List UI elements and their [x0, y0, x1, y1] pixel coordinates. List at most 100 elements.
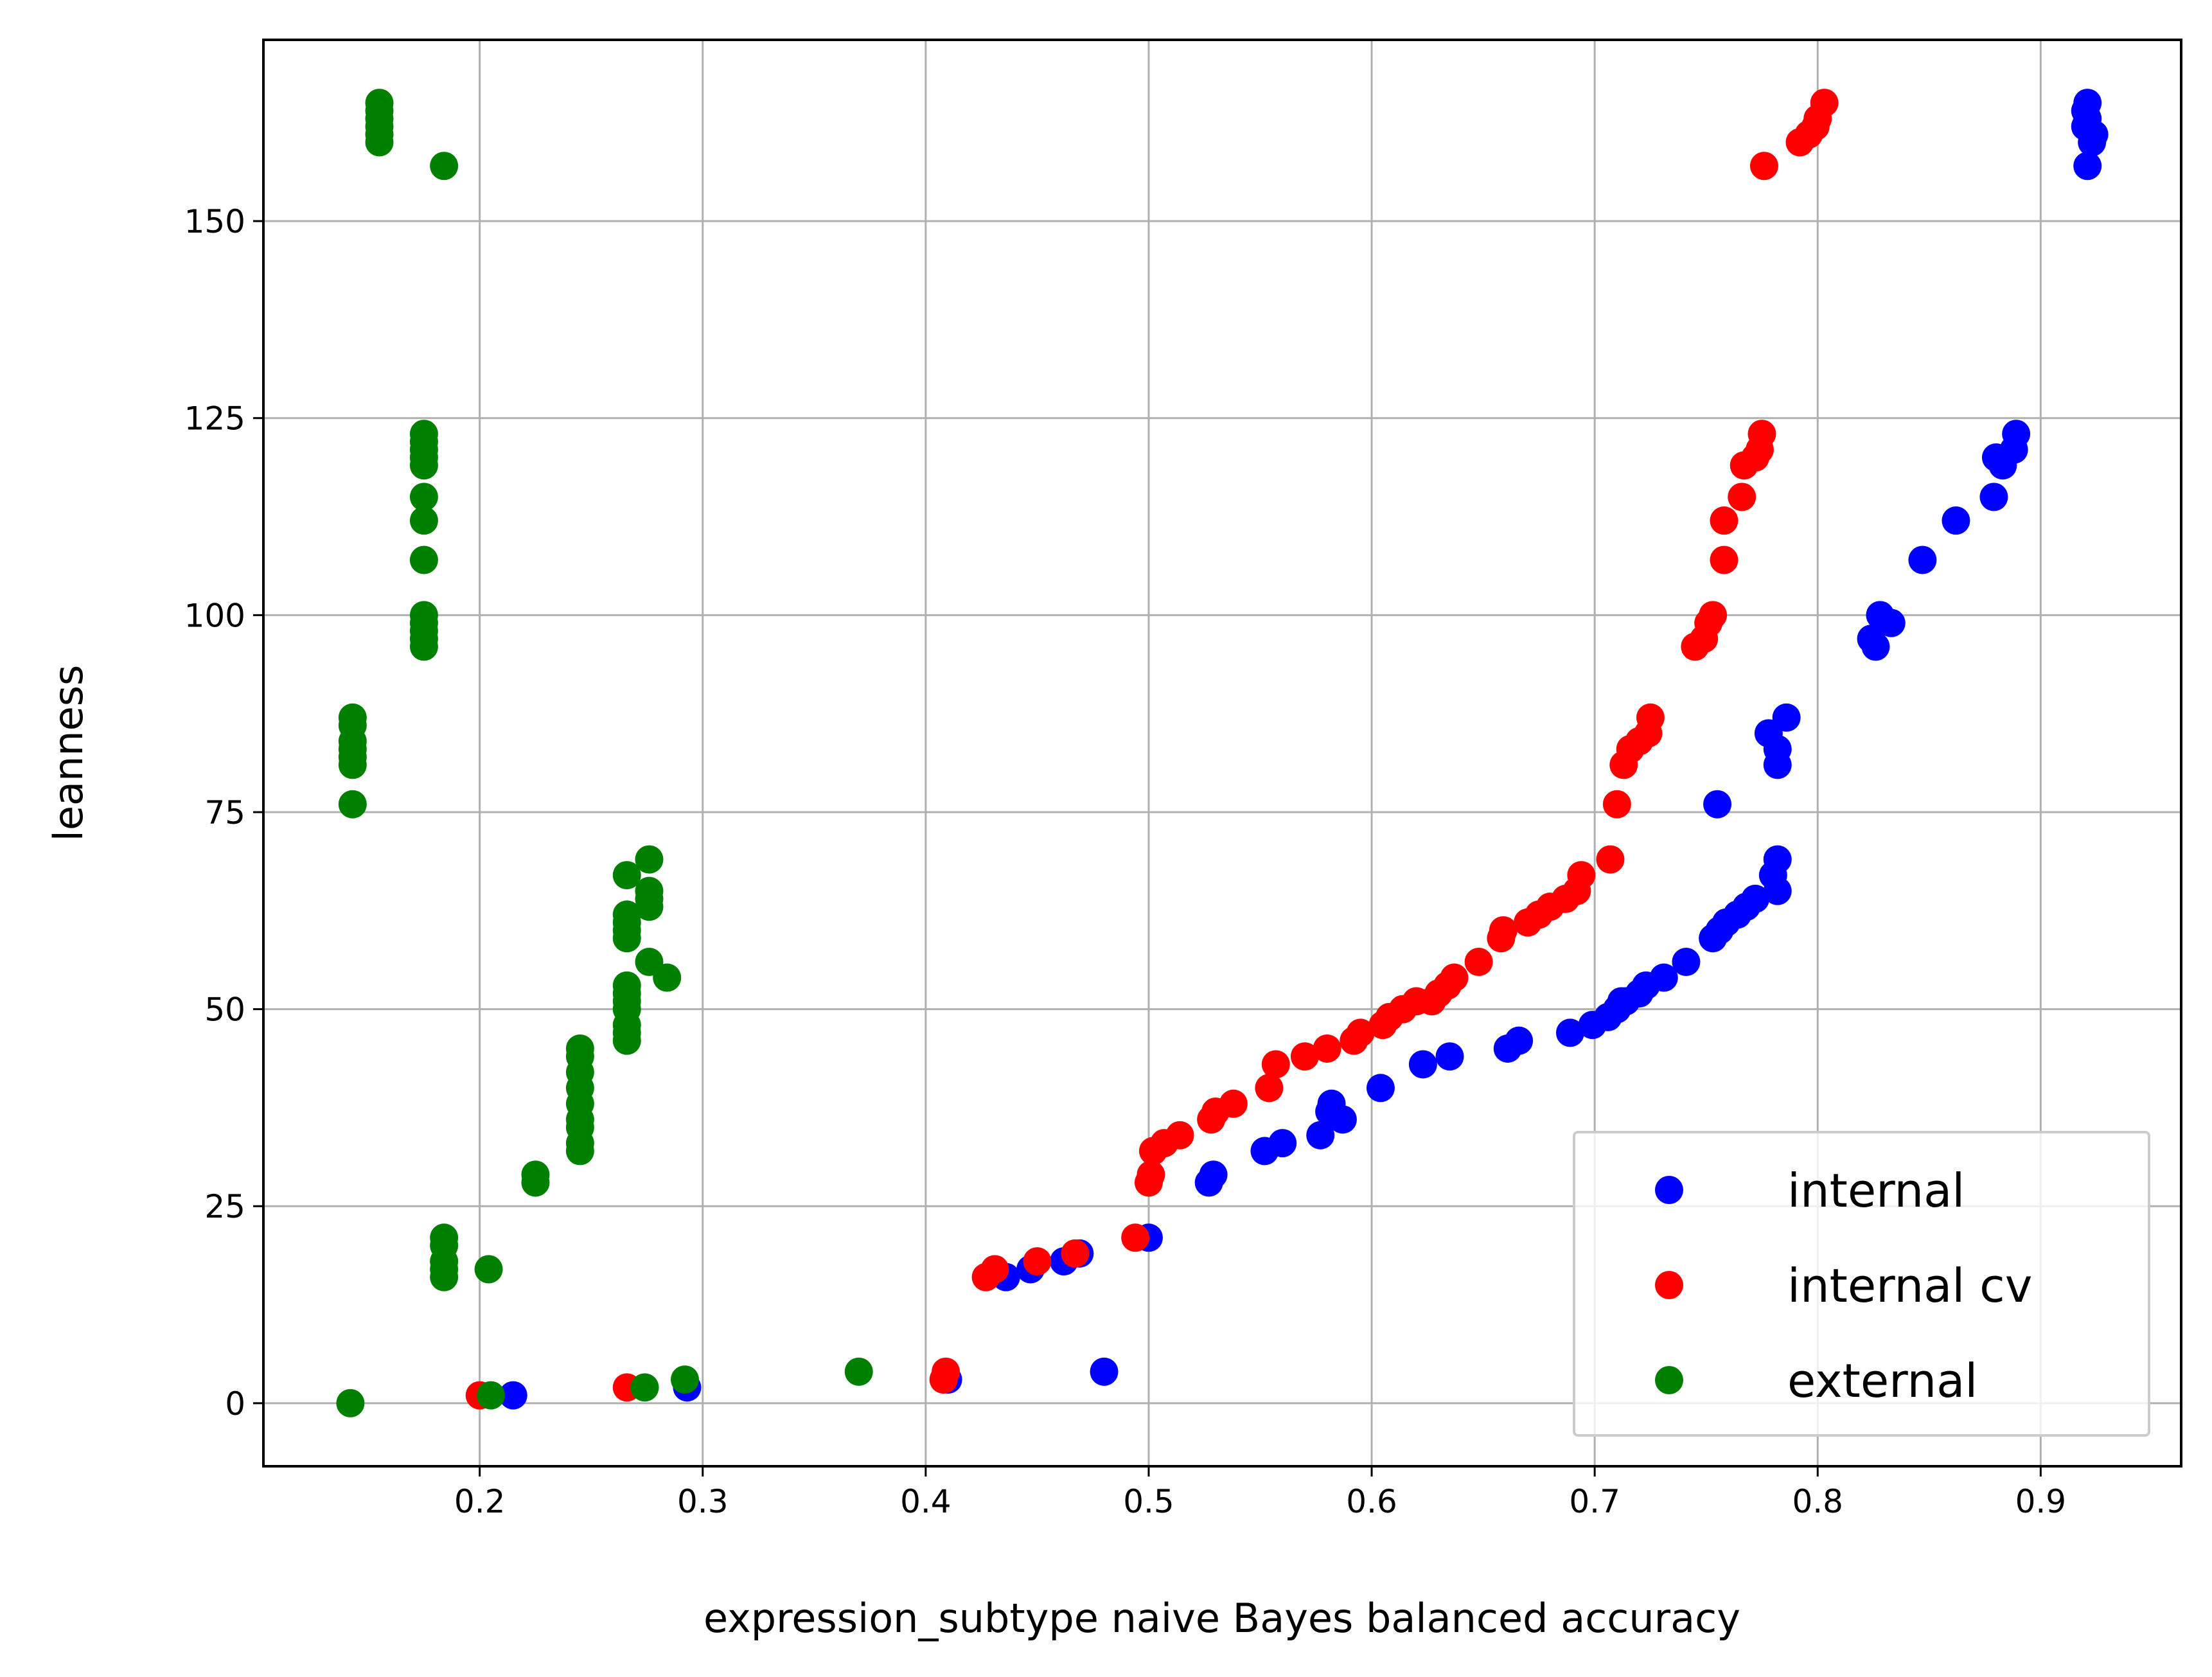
data-point — [612, 900, 641, 929]
data-point — [1810, 89, 1839, 118]
data-point — [612, 861, 641, 890]
x-axis-label: expression_subtype naive Bayes balanced … — [703, 1595, 1740, 1642]
data-point — [1602, 790, 1631, 819]
data-point — [1435, 1042, 1464, 1071]
data-point — [2073, 89, 2102, 118]
data-point — [474, 1255, 503, 1284]
series-external — [336, 89, 873, 1417]
data-point — [1261, 1050, 1290, 1079]
data-points — [336, 89, 2109, 1417]
legend-marker — [1655, 1176, 1683, 1204]
data-point — [409, 546, 438, 574]
data-point — [1710, 506, 1739, 535]
data-point — [336, 1389, 365, 1417]
data-point — [1199, 1160, 1228, 1189]
data-point — [1857, 625, 1886, 653]
y-tick-label: 75 — [204, 794, 245, 831]
data-point — [409, 506, 438, 535]
data-point — [1408, 1050, 1437, 1079]
data-point — [338, 790, 367, 819]
data-point — [1942, 506, 1970, 535]
data-point — [1703, 790, 1732, 819]
series-internal-cv — [465, 89, 1839, 1410]
data-point — [1979, 483, 2008, 511]
data-point — [1596, 845, 1625, 874]
data-point — [409, 601, 438, 630]
data-point — [1464, 948, 1493, 977]
y-tick-label: 0 — [225, 1385, 245, 1423]
data-point — [2073, 152, 2102, 181]
data-point — [1121, 1223, 1150, 1252]
x-tick-label: 0.9 — [2015, 1483, 2067, 1520]
data-point — [1710, 546, 1739, 574]
legend-label: internal cv — [1787, 1259, 2032, 1313]
data-point — [1061, 1239, 1090, 1268]
legend-label: internal — [1787, 1164, 1965, 1218]
data-point — [565, 1034, 594, 1063]
data-point — [630, 1373, 659, 1402]
data-point — [612, 971, 641, 1000]
data-point — [1672, 948, 1701, 977]
plot-frame — [262, 39, 2182, 1468]
data-point — [1023, 1247, 1052, 1276]
data-point — [2002, 420, 2031, 448]
axis-ticks: 0.2 0.3 0.4 0.5 0.6 0.7 0.8 0.9 0 25 50 75 100 125 150 — [184, 203, 2067, 1520]
legend-marker — [1655, 1271, 1683, 1299]
data-point — [499, 1381, 527, 1410]
data-point — [477, 1381, 506, 1410]
data-point — [1699, 601, 1728, 630]
data-point — [1137, 1160, 1165, 1189]
data-point — [1505, 1026, 1534, 1055]
data-point — [365, 89, 394, 118]
data-point — [1489, 916, 1517, 945]
data-point — [980, 1255, 1009, 1284]
x-tick-label: 0.7 — [1569, 1483, 1620, 1520]
data-point — [1090, 1357, 1119, 1386]
y-tick-label: 150 — [184, 203, 245, 240]
data-point — [430, 1223, 459, 1252]
data-point — [1728, 483, 1756, 511]
legend-entries: internal internal cv external — [1655, 1164, 2032, 1408]
data-point — [1555, 1018, 1584, 1047]
data-point — [635, 948, 664, 977]
data-point — [1290, 1042, 1319, 1071]
data-point — [1255, 1074, 1284, 1103]
data-point — [1741, 884, 1770, 913]
data-point — [1313, 1034, 1341, 1063]
data-point — [635, 876, 664, 905]
data-point — [1440, 963, 1469, 992]
data-point — [338, 703, 367, 732]
data-point — [1763, 845, 1792, 874]
data-point — [1866, 601, 1895, 630]
legend: internal internal cv external — [1573, 1131, 2150, 1437]
legend-marker — [1655, 1366, 1683, 1394]
legend-label: external — [1787, 1354, 1978, 1408]
x-tick-label: 0.4 — [900, 1483, 951, 1520]
data-point — [1747, 420, 1776, 448]
data-point — [1636, 703, 1665, 732]
data-point — [932, 1357, 960, 1386]
y-tick-label: 125 — [184, 400, 245, 438]
legend-box — [1573, 1131, 2150, 1437]
x-tick-label: 0.8 — [1792, 1483, 1843, 1520]
data-point — [1219, 1089, 1248, 1118]
data-point — [430, 152, 459, 181]
data-point — [1346, 1018, 1375, 1047]
data-point — [1366, 1074, 1395, 1103]
y-tick-label: 25 — [204, 1188, 245, 1225]
y-tick-label: 100 — [184, 597, 245, 634]
data-point — [671, 1365, 700, 1394]
x-tick-label: 0.3 — [677, 1483, 729, 1520]
x-tick-label: 0.5 — [1123, 1483, 1174, 1520]
data-point — [409, 483, 438, 511]
data-point — [521, 1160, 550, 1189]
data-point — [409, 420, 438, 448]
x-tick-label: 0.6 — [1346, 1483, 1397, 1520]
y-axis-label: leanness — [45, 665, 92, 842]
data-point — [1772, 703, 1801, 732]
data-point — [1306, 1121, 1335, 1149]
data-point — [1649, 963, 1678, 992]
data-point — [635, 845, 664, 874]
data-point — [1165, 1121, 1194, 1149]
